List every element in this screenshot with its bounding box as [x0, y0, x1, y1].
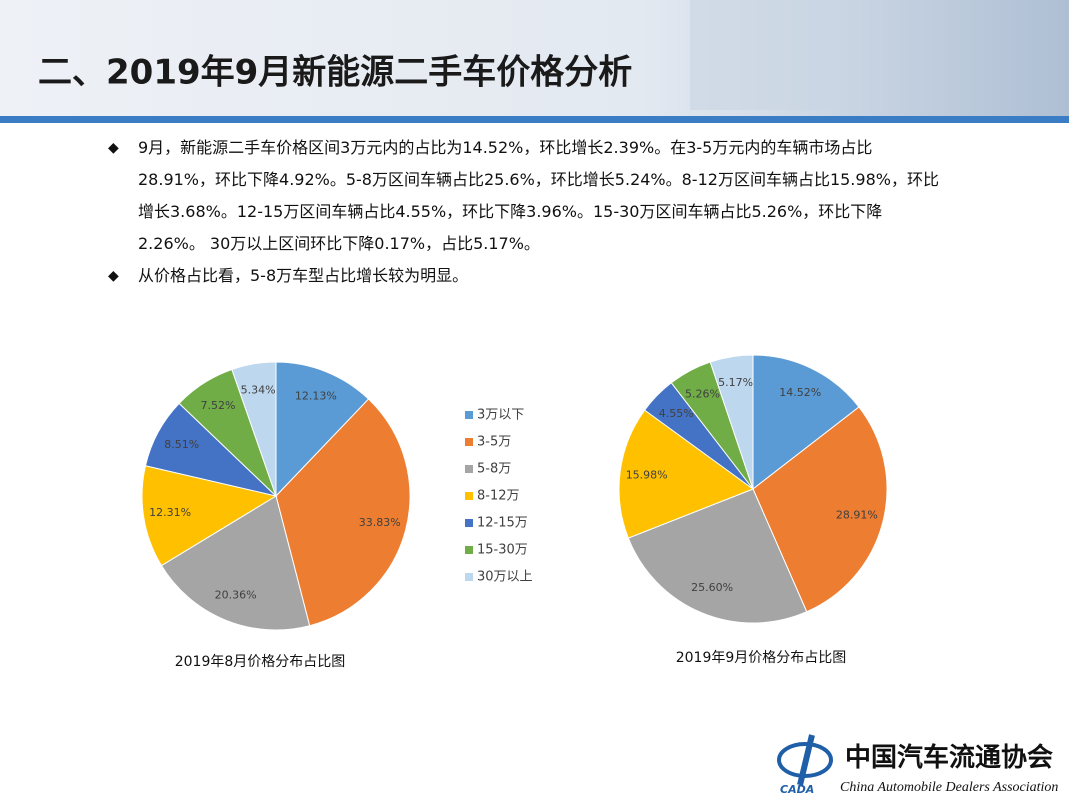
data-label: 33.83% — [359, 516, 401, 529]
legend-label: 30万以上 — [477, 570, 533, 585]
legend-swatch — [465, 465, 473, 473]
header-deco — [690, 0, 840, 110]
logo: CADA 中国汽车流通协会 China Automobile Dealers A… — [777, 734, 1058, 796]
data-label: 4.55% — [659, 407, 694, 420]
pie-slice — [752, 406, 888, 613]
legend-label: 8-12万 — [477, 489, 520, 504]
data-label: 7.52% — [201, 399, 236, 412]
logo-mark — [797, 734, 815, 786]
data-label: 5.26% — [685, 387, 720, 400]
legend-label: 3万以下 — [477, 408, 524, 423]
bullet: 从价格占比看，5-8万车型占比增长较为明显。 — [108, 260, 948, 292]
legend-swatch — [465, 438, 473, 446]
data-label: 15.98% — [626, 468, 668, 481]
logo-english: China Automobile Dealers Association — [840, 780, 1058, 795]
legend-label: 3-5万 — [477, 435, 511, 450]
pie-slice — [275, 361, 370, 498]
legend-swatch — [465, 546, 473, 554]
bullet-list: 9月，新能源二手车价格区间3万元内的占比为14.52%，环比增长2.39%。在3… — [108, 132, 948, 292]
pie-slice — [752, 354, 860, 491]
header-rule — [0, 116, 1069, 123]
data-label: 28.91% — [836, 509, 878, 522]
data-label: 14.52% — [779, 386, 821, 399]
bullet: 9月，新能源二手车价格区间3万元内的占比为14.52%，环比增长2.39%。在3… — [108, 132, 948, 260]
legend-swatch — [465, 573, 473, 581]
logo-name: 中国汽车流通协会 — [845, 742, 1053, 772]
chart-caption: 2019年9月价格分布占比图 — [676, 650, 847, 666]
legend-label: 5-8万 — [477, 462, 511, 477]
slide-title: 二、2019年9月新能源二手车价格分析 — [38, 53, 632, 93]
legend-label: 15-30万 — [477, 543, 528, 558]
data-label: 20.36% — [215, 588, 257, 601]
pie-slice — [160, 495, 311, 631]
legend-swatch — [465, 492, 473, 500]
pie-slice — [231, 361, 277, 497]
legend-swatch — [465, 519, 473, 527]
data-label: 25.60% — [691, 581, 733, 594]
pie-slice — [275, 398, 411, 627]
legend-swatch — [465, 411, 473, 419]
data-label: 12.31% — [149, 506, 191, 519]
pie-slice — [709, 354, 754, 490]
pie-slice — [627, 488, 808, 624]
data-label: 8.51% — [164, 438, 199, 451]
header-band — [0, 0, 1069, 116]
logo-abbr: CADA — [780, 783, 814, 796]
chart-caption: 2019年8月价格分布占比图 — [175, 654, 346, 670]
pie-slice — [141, 465, 278, 567]
data-label: 5.34% — [241, 383, 276, 396]
data-label: 12.13% — [295, 389, 337, 402]
data-label: 5.17% — [718, 376, 753, 389]
legend-label: 12-15万 — [477, 516, 528, 531]
pie-slice — [618, 409, 755, 539]
